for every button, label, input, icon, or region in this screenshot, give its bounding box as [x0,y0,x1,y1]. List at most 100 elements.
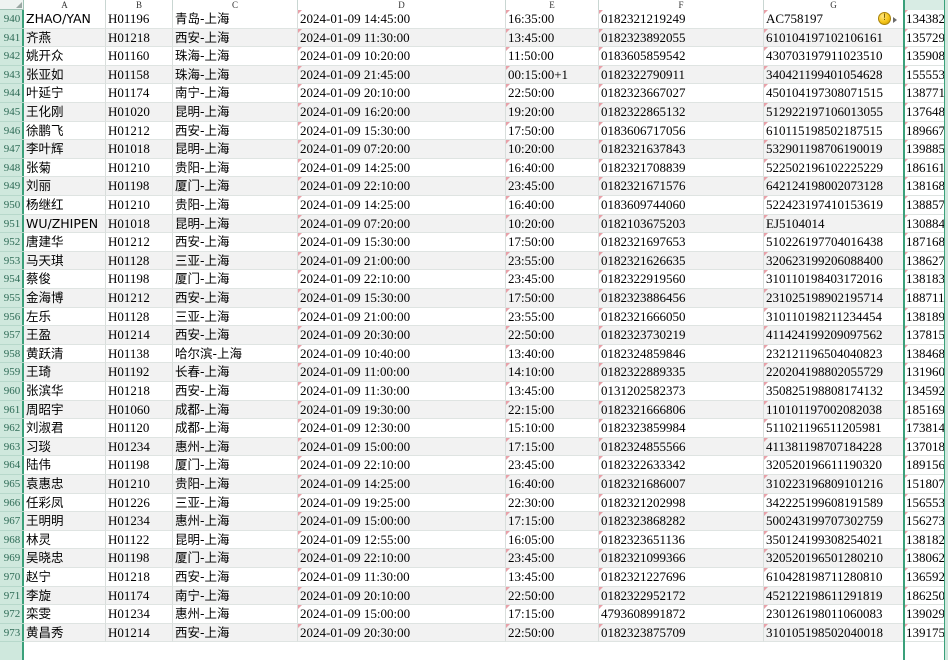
cell-e[interactable]: 22:50:00 [506,586,599,606]
table-row[interactable]: 赵宁 H01218 西安-上海 2024-01-09 11:30:00 13:45:00… [24,568,948,587]
cell-h[interactable]: 18966733 [904,121,948,141]
cell-f[interactable]: 0182321686007 [599,475,764,494]
cell-g[interactable]: 340421199401054628 [764,65,904,85]
cell-d[interactable]: 2024-01-09 20:10:00 [298,586,506,606]
row-header[interactable]: 945 [0,103,24,122]
row-header[interactable]: 959 [0,363,24,382]
cell-h[interactable]: 13572958 [904,28,948,48]
cell-a[interactable]: 张滨华 [24,382,106,401]
cell-e[interactable]: 23:45:00 [506,177,599,196]
cell-g[interactable]: 411424199209097562 [764,326,904,345]
table-row[interactable]: 黄昌秀 H01214 西安-上海 2024-01-09 20:30:00 22:50:0… [24,623,948,643]
cell-f[interactable]: 0182321666806 [599,400,764,420]
cell-h[interactable]: 13885734 [904,196,948,215]
cell-c[interactable]: 三亚-上海 [173,493,298,513]
cell-e[interactable]: 23:45:00 [506,270,599,289]
cell-c[interactable]: 西安-上海 [173,289,298,308]
cell-e[interactable]: 22:15:00 [506,400,599,420]
cell-g[interactable]: 320623199206088400 [764,251,904,271]
row-header[interactable]: 973 [0,624,24,643]
cell-e[interactable]: 22:30:00 [506,493,599,513]
table-row[interactable]: 任彩凤 H01226 三亚-上海 2024-01-09 19:25:00 22:30:0… [24,493,948,513]
cell-e[interactable]: 17:15:00 [506,512,599,531]
cell-h[interactable]: 18915637 [904,456,948,475]
cell-d[interactable]: 2024-01-09 14:45:00 [298,10,506,29]
table-row[interactable]: 袁惠忠 H01210 贵阳-上海 2024-01-09 14:25:00 16:40:0… [24,475,948,494]
cell-g[interactable]: 511021196511205981 [764,419,904,438]
cell-a[interactable]: 左乐 [24,307,106,327]
cell-d[interactable]: 2024-01-09 20:30:00 [298,623,506,643]
cell-g[interactable]: 310223196809101216 [764,475,904,494]
row-header[interactable]: 970 [0,568,24,587]
cell-d[interactable]: 2024-01-09 11:30:00 [298,382,506,401]
cell-a[interactable]: 王琦 [24,363,106,382]
cell-b[interactable]: H01234 [106,512,173,531]
row-header[interactable]: 953 [0,252,24,271]
cell-d[interactable]: 2024-01-09 14:25:00 [298,158,506,178]
row-header[interactable]: 952 [0,233,24,252]
cell-e[interactable]: 10:20:00 [506,140,599,159]
cell-e[interactable]: 17:50:00 [506,121,599,141]
cell-a[interactable]: 习琰 [24,437,106,457]
cell-e[interactable]: 19:20:00 [506,103,599,122]
cell-c[interactable]: 三亚-上海 [173,251,298,271]
cell-g[interactable]: 522502196102225229 [764,158,904,178]
cell-g[interactable]: 110101197002082038 [764,400,904,420]
cell-h[interactable]: 15655317 [904,493,948,513]
cell-d[interactable]: 2024-01-09 22:10:00 [298,456,506,475]
cell-b[interactable]: H01210 [106,158,173,178]
table-row[interactable]: 唐建华 H01212 西安-上海 2024-01-09 15:30:00 17:50:0… [24,233,948,252]
table-row[interactable]: 刘丽 H01198 厦门-上海 2024-01-09 22:10:00 23:45:00… [24,177,948,196]
row-header[interactable]: 972 [0,605,24,624]
cell-a[interactable]: 栾雯 [24,605,106,624]
cell-c[interactable]: 昆明-上海 [173,530,298,550]
cell-a[interactable]: 马天琪 [24,251,106,271]
cell-f[interactable]: 0183606717056 [599,121,764,141]
row-header[interactable]: 943 [0,66,24,85]
cell-g[interactable]: 500243199707302759 [764,512,904,531]
cell-b[interactable]: H01210 [106,196,173,215]
table-row[interactable]: 张滨华 H01218 西安-上海 2024-01-09 11:30:00 13:45:0… [24,382,948,401]
table-row[interactable]: 王琦 H01192 长春-上海 2024-01-09 11:00:00 14:10:00… [24,363,948,382]
cell-c[interactable]: 成都-上海 [173,400,298,420]
table-row[interactable]: 左乐 H01128 三亚-上海 2024-01-09 21:00:00 23:55:00… [24,307,948,327]
cell-b[interactable]: H01174 [106,586,173,606]
row-header[interactable]: 960 [0,382,24,401]
cell-d[interactable]: 2024-01-09 12:30:00 [298,419,506,438]
cell-b[interactable]: H01158 [106,65,173,85]
cell-a[interactable]: 黄昌秀 [24,623,106,643]
table-row[interactable]: 黄跃清 H01138 哈尔滨-上海 2024-01-09 10:40:00 13:40:… [24,344,948,364]
cell-e[interactable]: 23:55:00 [506,307,599,327]
cell-e[interactable]: 10:20:00 [506,214,599,234]
cell-f[interactable]: 0182103675203 [599,214,764,234]
cell-c[interactable]: 西安-上海 [173,326,298,345]
table-row[interactable]: 习琰 H01234 惠州-上海 2024-01-09 15:00:00 17:15:00… [24,437,948,457]
cell-g[interactable]: 642124198002073128 [764,177,904,196]
cell-e[interactable]: 22:50:00 [506,623,599,643]
cell-c[interactable]: 西安-上海 [173,382,298,401]
cell-e[interactable]: 23:55:00 [506,251,599,271]
row-header[interactable]: 961 [0,401,24,420]
cell-b[interactable]: H01210 [106,475,173,494]
cell-h[interactable]: 13862797 [904,251,948,271]
cell-h[interactable]: 18871188 [904,289,948,308]
cell-e[interactable]: 17:15:00 [506,437,599,457]
cell-d[interactable]: 2024-01-09 22:10:00 [298,270,506,289]
cell-f[interactable]: 0182321099366 [599,549,764,568]
cell-b[interactable]: H01214 [106,326,173,345]
cell-f[interactable]: 0182321202998 [599,493,764,513]
cell-h[interactable]: 15180777 [904,475,948,494]
cell-f[interactable]: 0183605859542 [599,47,764,66]
cell-g[interactable]: 512922197106013055 [764,103,904,122]
table-row[interactable]: 吴晓忠 H01198 厦门-上海 2024-01-09 22:10:00 23:45:0… [24,549,948,568]
cell-f[interactable]: 0182321697653 [599,233,764,252]
cell-a[interactable]: 齐燕 [24,28,106,48]
cell-h[interactable]: 18716813 [904,233,948,252]
table-row[interactable]: 叶延宁 H01174 南宁-上海 2024-01-09 20:10:00 22:50:0… [24,84,948,103]
cell-h[interactable]: 18516971 [904,400,948,420]
cell-e[interactable]: 14:10:00 [506,363,599,382]
cell-f[interactable]: 0183609744060 [599,196,764,215]
cell-f[interactable]: 0182323651136 [599,530,764,550]
table-row[interactable]: 周昭宇 H01060 成都-上海 2024-01-09 19:30:00 22:15:0… [24,400,948,420]
